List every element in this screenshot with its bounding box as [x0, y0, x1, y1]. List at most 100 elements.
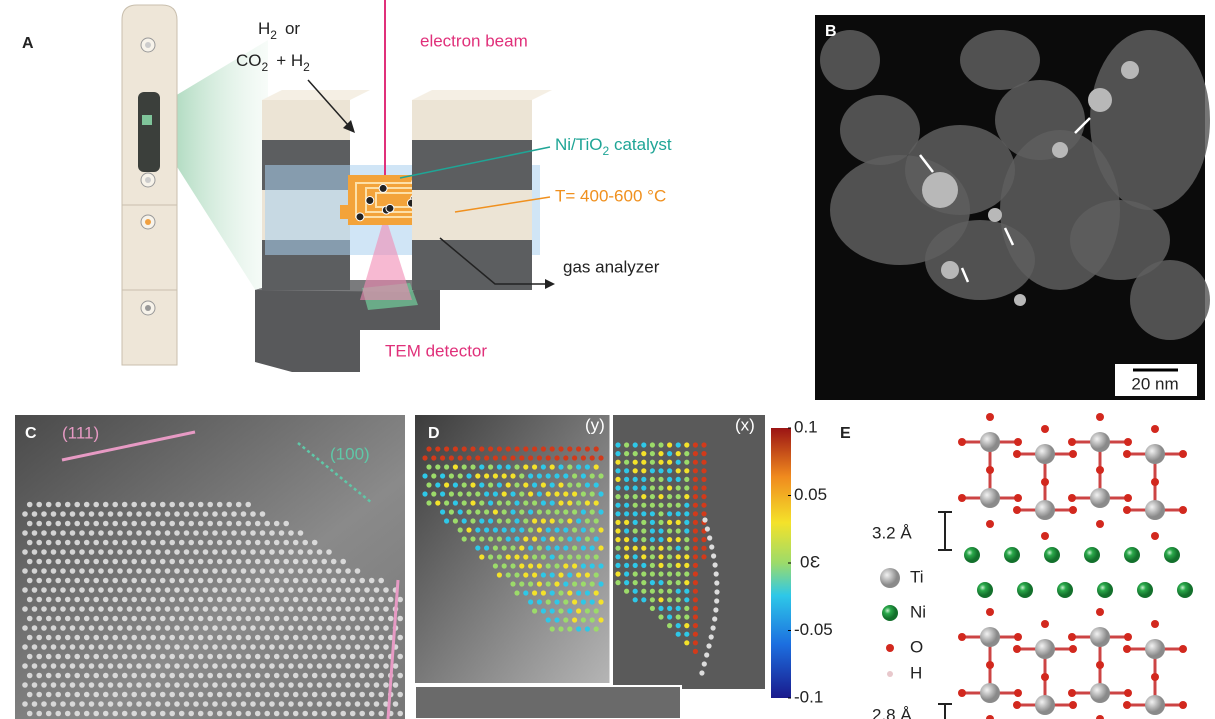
atom-column [169, 558, 175, 565]
atom-column [169, 539, 175, 546]
strain-dot [567, 608, 573, 614]
strain-dot [684, 571, 690, 577]
atom-column [112, 634, 118, 641]
atom-column [74, 558, 80, 565]
strain-dot [558, 590, 564, 596]
atom-column [36, 634, 42, 641]
strain-dot [714, 589, 720, 595]
atom-column [368, 653, 375, 660]
strain-dot [624, 545, 630, 551]
strain-dot [576, 590, 582, 596]
atom-column [278, 644, 285, 650]
atom-column [212, 587, 218, 593]
atom-column [326, 663, 332, 669]
strain-dot [615, 580, 621, 586]
atom-column [207, 615, 213, 622]
atom-column [159, 501, 166, 508]
text: or [285, 19, 300, 38]
titanium [980, 432, 1000, 452]
atom-column [335, 587, 342, 593]
titanium [1035, 444, 1055, 464]
oxygen [1069, 450, 1077, 458]
atom-column [150, 520, 156, 527]
atom-column [102, 672, 109, 679]
atom-column [50, 682, 57, 688]
oxygen [958, 633, 966, 641]
atom-column [302, 691, 309, 698]
atom-column [188, 615, 194, 622]
strain-dot [549, 482, 555, 488]
oxygen [1041, 478, 1049, 486]
strain-dot [632, 545, 638, 551]
oxygen [1096, 608, 1104, 616]
strain-dot [536, 599, 543, 605]
oxygen [1096, 661, 1104, 669]
atom-column [31, 549, 38, 555]
atom-column [74, 710, 80, 717]
strain-dot [598, 473, 604, 479]
atom-column [283, 653, 290, 660]
strain-dot [479, 482, 485, 488]
atom-column [178, 596, 185, 603]
strain-dot [684, 597, 690, 603]
atom-column [126, 530, 133, 536]
atom-column [117, 549, 123, 555]
atom-column [69, 568, 76, 574]
particle [355, 212, 365, 222]
strain-dot [523, 464, 529, 470]
strain-dot [632, 468, 638, 474]
text: + H [276, 51, 303, 70]
atom-column [397, 615, 404, 622]
atom-column [330, 634, 337, 641]
atom-column [64, 520, 71, 527]
atom-column [174, 701, 180, 707]
atom-column [136, 701, 142, 707]
strain-dot [658, 588, 664, 594]
atom-column [183, 644, 190, 650]
atom-column [74, 577, 80, 584]
text: H [258, 19, 270, 38]
atom-column [83, 596, 90, 603]
strain-dot [426, 482, 432, 488]
strain-dot [488, 536, 494, 542]
strain-dot [624, 494, 630, 500]
particle [365, 196, 375, 206]
strain-dot [554, 527, 560, 533]
strain-dot [572, 473, 578, 479]
panel-label: B [825, 23, 837, 40]
atom-column [354, 606, 361, 612]
strain-dot [435, 446, 441, 452]
atom-column [250, 530, 256, 536]
atom-column [250, 606, 256, 612]
subscript: 2 [262, 60, 269, 74]
strain-dot [532, 464, 538, 470]
atom-column [145, 663, 152, 669]
atom-column [140, 691, 147, 698]
atom-column [159, 558, 166, 565]
atom-column [311, 691, 318, 698]
atom-column [378, 672, 385, 679]
strain-dot [461, 536, 467, 542]
strain-dot [641, 597, 647, 603]
atom-column [22, 530, 28, 536]
strain-dot [514, 572, 520, 578]
text: CO [236, 51, 262, 70]
strain-dot [632, 597, 638, 603]
strain-dot [641, 442, 647, 448]
atom-column [117, 568, 123, 574]
strain-dot [558, 554, 564, 560]
atom-column [26, 501, 33, 508]
strain-dot [519, 581, 525, 587]
atom-column [292, 558, 299, 565]
atom-column [378, 691, 385, 698]
atom-column [250, 682, 256, 688]
ni-particle [988, 208, 1002, 222]
strain-dot [567, 518, 573, 524]
strain-dot [649, 451, 656, 457]
strain-dot [452, 518, 458, 524]
strain-dot [475, 509, 481, 515]
panel-label: A [22, 35, 34, 52]
atom-column [283, 710, 290, 717]
nickel [1044, 547, 1060, 563]
strain-dot [624, 511, 630, 517]
